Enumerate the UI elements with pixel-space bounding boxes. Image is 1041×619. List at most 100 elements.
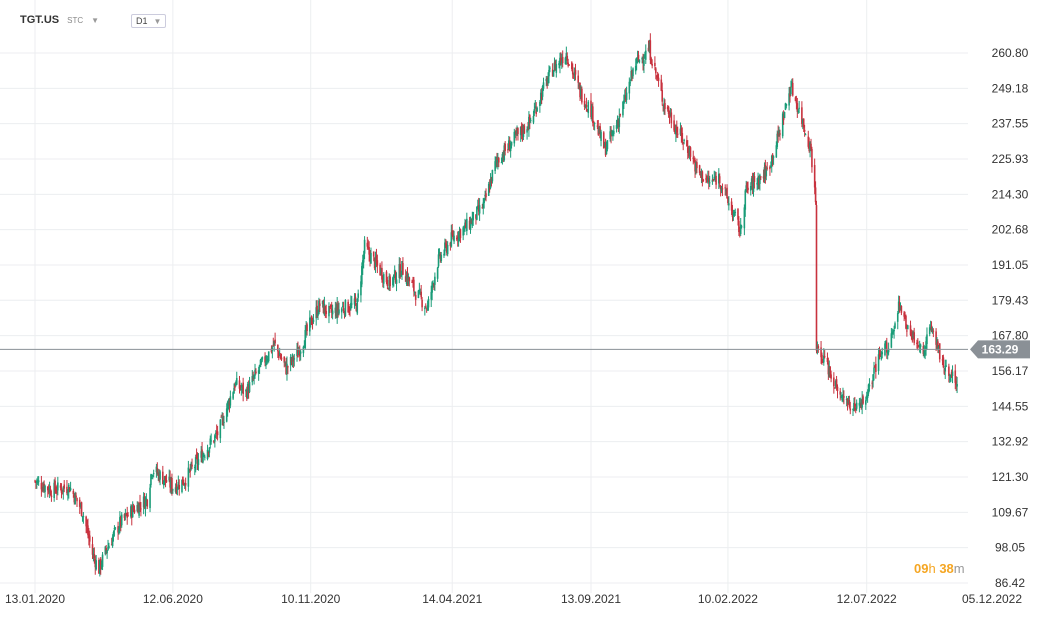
candle-body bbox=[822, 355, 825, 363]
candle-body bbox=[553, 62, 556, 70]
candle-body bbox=[784, 103, 787, 110]
candle-body bbox=[144, 498, 147, 510]
candle-body bbox=[708, 182, 711, 184]
candle-body bbox=[644, 50, 647, 60]
candle-body bbox=[610, 132, 612, 137]
candle-body bbox=[451, 230, 454, 235]
candle-body bbox=[515, 129, 517, 135]
candle-body bbox=[522, 125, 525, 137]
candle-body bbox=[261, 357, 264, 360]
candle-body bbox=[890, 333, 893, 348]
candle-body bbox=[891, 332, 894, 335]
candle-body bbox=[804, 134, 807, 136]
candle-body bbox=[667, 106, 670, 115]
candle-body bbox=[202, 454, 204, 463]
candle-body bbox=[721, 188, 724, 190]
candle-body bbox=[75, 495, 77, 498]
candle-body bbox=[936, 339, 938, 343]
candle-body bbox=[925, 341, 927, 351]
candle-body bbox=[86, 526, 88, 529]
candle-body bbox=[546, 77, 548, 86]
candle-body bbox=[309, 317, 312, 321]
candle-body bbox=[274, 339, 276, 344]
candle-body bbox=[545, 78, 548, 82]
candle-body bbox=[350, 302, 352, 309]
candle-body bbox=[828, 365, 831, 377]
candle-body bbox=[922, 346, 925, 354]
candle-body bbox=[508, 143, 511, 152]
symbol-label[interactable]: TGT.US bbox=[20, 14, 60, 26]
candle-body bbox=[845, 398, 848, 400]
candle-body bbox=[757, 176, 759, 185]
candle-body bbox=[606, 140, 609, 150]
candle-body bbox=[195, 454, 198, 458]
candle-body bbox=[48, 487, 51, 494]
candle-body bbox=[158, 472, 160, 481]
candle-body bbox=[954, 370, 957, 383]
candle-body bbox=[436, 267, 439, 279]
candle-body bbox=[228, 401, 231, 406]
candle-body bbox=[247, 385, 250, 394]
candle-body bbox=[162, 480, 165, 486]
candle-body bbox=[43, 483, 45, 492]
timeframe-selector[interactable]: D1 ▼ bbox=[131, 14, 167, 28]
candle-body bbox=[955, 381, 957, 385]
chevron-down-icon[interactable]: ▼ bbox=[91, 15, 100, 25]
candle-body bbox=[92, 553, 95, 556]
candle-body bbox=[612, 131, 614, 135]
candle-body bbox=[342, 308, 345, 311]
candle-body bbox=[654, 62, 656, 67]
candle-body bbox=[392, 277, 394, 286]
candle-body bbox=[401, 261, 403, 274]
candle-body bbox=[875, 363, 877, 372]
candle-body bbox=[664, 103, 666, 110]
candle-body bbox=[248, 382, 251, 392]
candle-body bbox=[623, 100, 625, 102]
candle-body bbox=[46, 486, 49, 491]
candle-body bbox=[338, 309, 340, 314]
candle-body bbox=[400, 275, 402, 277]
candle-body bbox=[656, 74, 659, 79]
candle-body bbox=[412, 281, 414, 283]
candle-body bbox=[303, 345, 306, 348]
candle-body bbox=[353, 298, 356, 305]
candle-body bbox=[529, 115, 531, 123]
candle-body bbox=[172, 489, 174, 491]
candle-body bbox=[223, 421, 225, 423]
candle-body bbox=[444, 242, 446, 252]
candle-body bbox=[456, 236, 459, 240]
candle-body bbox=[487, 183, 490, 196]
candle-body bbox=[478, 205, 481, 214]
candle-body bbox=[107, 546, 109, 551]
candle-body bbox=[132, 507, 135, 510]
candle-body bbox=[796, 103, 799, 112]
candle-body bbox=[455, 237, 458, 240]
candle-body bbox=[738, 221, 740, 233]
candle-body bbox=[265, 361, 267, 366]
instrument-type-tag: STC bbox=[67, 15, 84, 25]
candle-body bbox=[165, 480, 168, 483]
candle-body bbox=[170, 479, 172, 489]
candle-body bbox=[496, 158, 498, 160]
candle-body bbox=[676, 126, 678, 133]
candle-body bbox=[574, 69, 577, 75]
candle-body bbox=[324, 305, 327, 313]
y-tick-label: 132.92 bbox=[992, 435, 1029, 449]
candle-body bbox=[879, 353, 882, 357]
candle-body bbox=[193, 467, 196, 469]
candle-body bbox=[142, 496, 145, 508]
candle-body bbox=[108, 545, 110, 549]
candle-body bbox=[491, 169, 494, 182]
candle-body bbox=[382, 277, 384, 282]
candle-body bbox=[580, 88, 582, 96]
candle-body bbox=[381, 267, 383, 280]
candle-body bbox=[760, 176, 762, 178]
candle-body bbox=[392, 274, 395, 280]
candle-body bbox=[110, 544, 113, 546]
candle-body bbox=[413, 279, 415, 292]
y-tick-label: 191.05 bbox=[992, 258, 1029, 272]
candle-body bbox=[660, 79, 663, 91]
candle-body bbox=[267, 351, 270, 362]
